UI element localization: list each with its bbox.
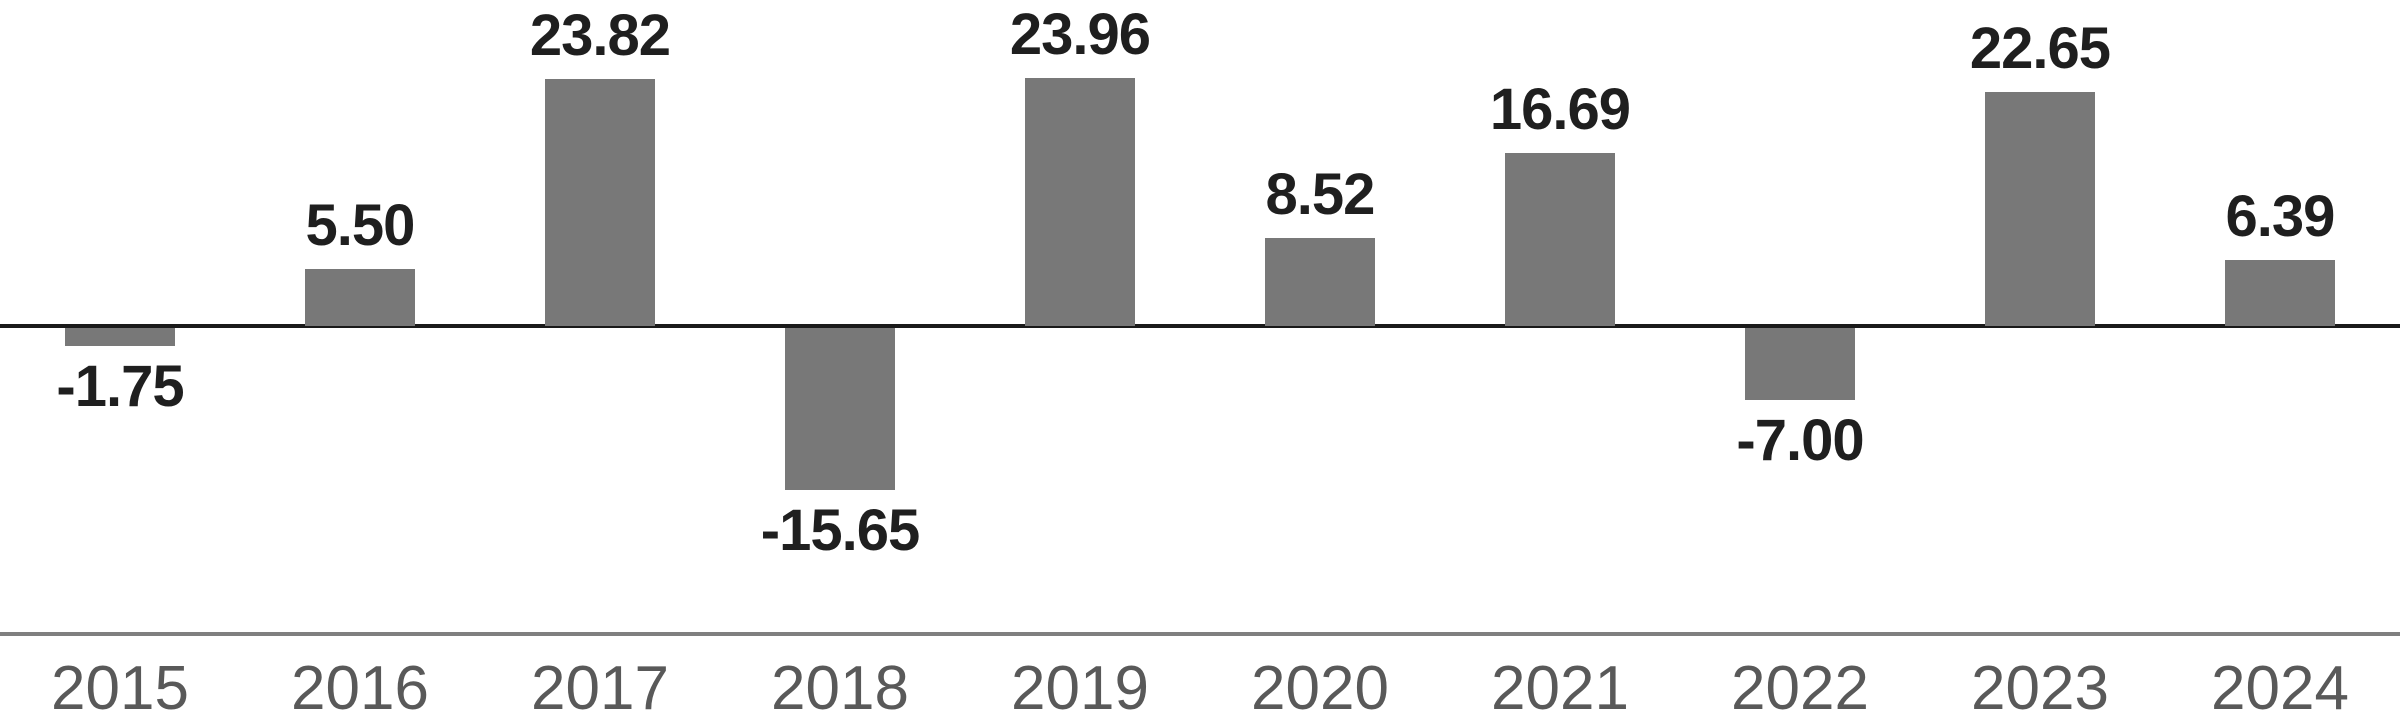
bar-2023[interactable] — [1985, 91, 2095, 326]
bar-2019[interactable] — [1025, 78, 1135, 326]
category-label-2023: 2023 — [1971, 654, 2109, 723]
value-label-2015: -1.75 — [56, 354, 184, 420]
value-label-2021: 16.69 — [1489, 77, 1631, 143]
value-label-2023: 22.65 — [1969, 15, 2111, 81]
category-axis-line — [0, 632, 2400, 636]
category-label-2019: 2019 — [1011, 654, 1149, 723]
bar-2022[interactable] — [1745, 328, 1855, 401]
value-label-2017: 23.82 — [529, 3, 671, 69]
category-label-2022: 2022 — [1731, 654, 1869, 723]
value-label-2016: 5.50 — [305, 193, 416, 259]
category-label-2016: 2016 — [291, 654, 429, 723]
value-label-2022: -7.00 — [1736, 408, 1864, 474]
category-label-2021: 2021 — [1491, 654, 1629, 723]
bar-2024[interactable] — [2225, 259, 2335, 326]
value-label-2019: 23.96 — [1009, 2, 1151, 67]
bar-2021[interactable] — [1505, 153, 1615, 326]
bar-2018[interactable] — [785, 328, 895, 490]
value-label-2018: -15.65 — [760, 497, 920, 563]
category-label-2018: 2018 — [771, 654, 909, 723]
category-label-2024: 2024 — [2211, 654, 2349, 723]
category-label-2015: 2015 — [51, 654, 189, 723]
value-label-2024: 6.39 — [2225, 183, 2336, 249]
bar-2015[interactable] — [65, 328, 175, 347]
bar-2016[interactable] — [305, 269, 415, 326]
category-label-2020: 2020 — [1251, 654, 1389, 723]
category-label-2017: 2017 — [531, 654, 669, 723]
bar-2017[interactable] — [545, 79, 655, 326]
zero-axis-line — [0, 324, 2400, 328]
value-label-2020: 8.52 — [1265, 161, 1376, 227]
bar-2020[interactable] — [1265, 237, 1375, 326]
